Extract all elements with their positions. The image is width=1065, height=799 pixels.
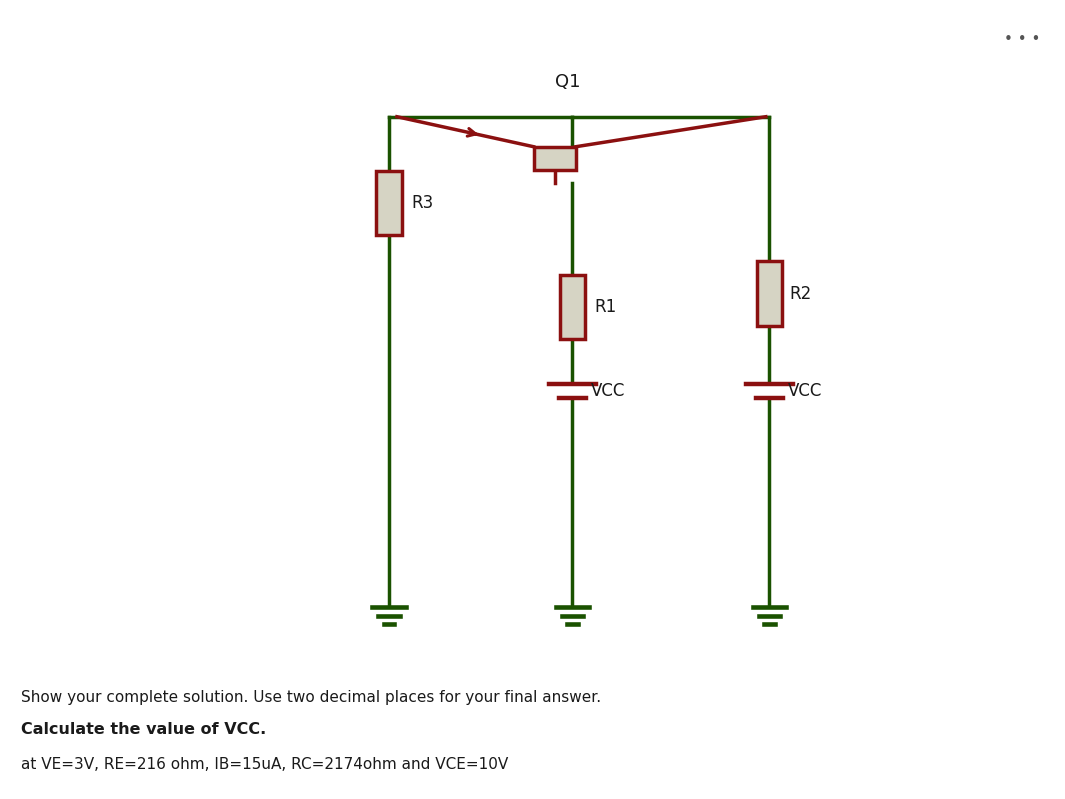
Bar bbox=[756, 261, 782, 325]
Text: Q1: Q1 bbox=[555, 74, 580, 91]
Text: R1: R1 bbox=[594, 298, 617, 316]
Bar bbox=[534, 147, 576, 170]
Text: • • •: • • • bbox=[1004, 32, 1041, 47]
Text: VCC: VCC bbox=[591, 382, 625, 400]
Text: at VE=3V, RE=216 ohm, IB=15uA, RC=2174ohm and VCE=10V: at VE=3V, RE=216 ohm, IB=15uA, RC=2174oh… bbox=[21, 757, 509, 772]
Bar bbox=[376, 172, 402, 236]
Text: Show your complete solution. Use two decimal places for your final answer.: Show your complete solution. Use two dec… bbox=[21, 690, 602, 705]
Bar bbox=[560, 275, 585, 339]
Text: R2: R2 bbox=[789, 284, 812, 303]
Text: VCC: VCC bbox=[788, 382, 822, 400]
Text: R3: R3 bbox=[411, 194, 433, 213]
Text: Calculate the value of VCC.: Calculate the value of VCC. bbox=[21, 722, 266, 737]
